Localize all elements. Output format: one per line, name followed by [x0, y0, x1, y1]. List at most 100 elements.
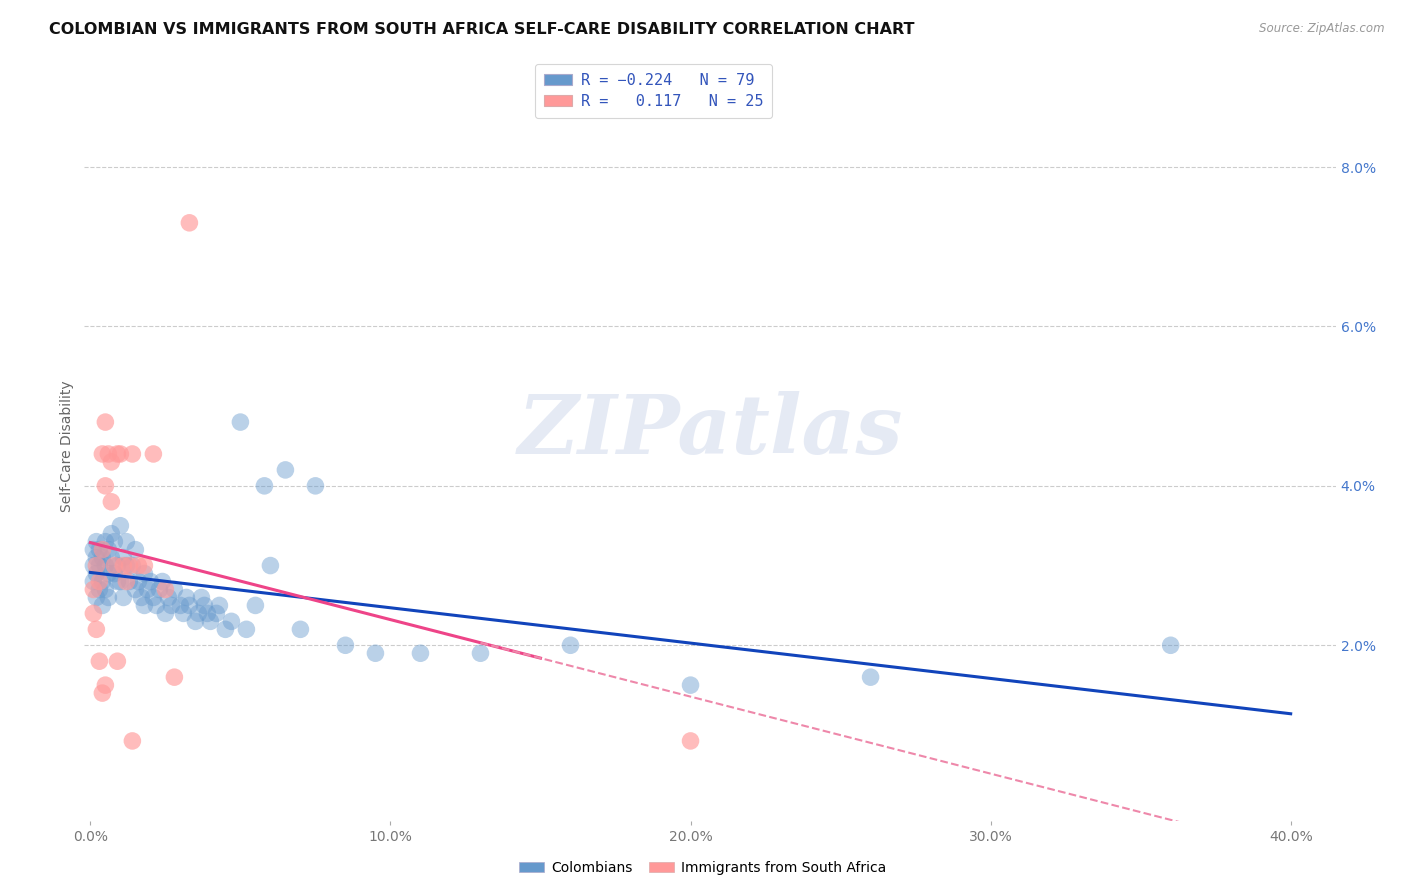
Point — [290, 623, 312, 637]
Text: Source: ZipAtlas.com: Source: ZipAtlas.com — [1260, 22, 1385, 36]
Text: COLOMBIAN VS IMMIGRANTS FROM SOUTH AFRICA SELF-CARE DISABILITY CORRELATION CHART: COLOMBIAN VS IMMIGRANTS FROM SOUTH AFRIC… — [49, 22, 915, 37]
Point — [127, 558, 149, 573]
Point — [235, 623, 257, 637]
Point — [97, 591, 120, 605]
Point — [190, 591, 212, 605]
Point — [100, 455, 122, 469]
Point — [105, 654, 128, 668]
Point — [205, 607, 228, 621]
Point — [134, 558, 156, 573]
Point — [304, 479, 326, 493]
Point — [335, 638, 357, 652]
Point — [86, 591, 108, 605]
Point — [245, 599, 267, 613]
Point — [103, 566, 125, 581]
Point — [94, 582, 117, 597]
Point — [86, 566, 108, 581]
Point — [115, 574, 138, 589]
Point — [89, 542, 111, 557]
Point — [142, 591, 165, 605]
Point — [163, 582, 186, 597]
Point — [103, 534, 125, 549]
Point — [253, 479, 276, 493]
Point — [118, 558, 141, 573]
Point — [179, 599, 201, 613]
Point — [259, 558, 281, 573]
Point — [1160, 638, 1182, 652]
Point — [150, 574, 173, 589]
Point — [112, 558, 135, 573]
Legend: R = −0.224   N = 79, R =   0.117   N = 25: R = −0.224 N = 79, R = 0.117 N = 25 — [534, 64, 772, 118]
Point — [169, 599, 191, 613]
Point — [94, 534, 117, 549]
Point — [184, 615, 207, 629]
Point — [229, 415, 252, 429]
Point — [115, 558, 138, 573]
Point — [364, 646, 387, 660]
Point — [121, 734, 143, 748]
Point — [142, 447, 165, 461]
Point — [127, 574, 149, 589]
Point — [121, 558, 143, 573]
Point — [136, 582, 159, 597]
Point — [124, 582, 146, 597]
Point — [139, 574, 162, 589]
Point — [82, 582, 104, 597]
Point — [105, 558, 128, 573]
Point — [103, 558, 125, 573]
Point — [82, 574, 104, 589]
Point — [97, 566, 120, 581]
Point — [187, 607, 209, 621]
Point — [193, 599, 215, 613]
Point — [91, 599, 114, 613]
Point — [145, 599, 167, 613]
Point — [100, 550, 122, 565]
Point — [110, 447, 132, 461]
Point — [115, 534, 138, 549]
Point — [131, 591, 153, 605]
Point — [470, 646, 492, 660]
Text: ZIPatlas: ZIPatlas — [517, 391, 903, 471]
Point — [221, 615, 243, 629]
Point — [179, 216, 201, 230]
Point — [89, 574, 111, 589]
Point — [560, 638, 582, 652]
Point — [134, 599, 156, 613]
Point — [91, 574, 114, 589]
Point — [82, 542, 104, 557]
Point — [112, 550, 135, 565]
Point — [86, 558, 108, 573]
Point — [89, 582, 111, 597]
Point — [200, 615, 222, 629]
Point — [100, 526, 122, 541]
Point — [176, 591, 198, 605]
Point — [118, 574, 141, 589]
Point — [94, 479, 117, 493]
Point — [100, 495, 122, 509]
Point — [148, 582, 170, 597]
Point — [124, 542, 146, 557]
Point — [409, 646, 432, 660]
Point — [110, 574, 132, 589]
Point — [214, 623, 236, 637]
Point — [121, 447, 143, 461]
Point — [163, 670, 186, 684]
Point — [155, 582, 177, 597]
Point — [112, 591, 135, 605]
Point — [859, 670, 882, 684]
Point — [105, 447, 128, 461]
Point — [679, 734, 702, 748]
Point — [157, 591, 180, 605]
Point — [208, 599, 231, 613]
Legend: Colombians, Immigrants from South Africa: Colombians, Immigrants from South Africa — [513, 855, 893, 880]
Point — [679, 678, 702, 692]
Point — [91, 542, 114, 557]
Point — [82, 558, 104, 573]
Y-axis label: Self-Care Disability: Self-Care Disability — [60, 380, 75, 512]
Point — [94, 678, 117, 692]
Point — [110, 518, 132, 533]
Point — [94, 558, 117, 573]
Point — [97, 542, 120, 557]
Point — [274, 463, 297, 477]
Point — [82, 607, 104, 621]
